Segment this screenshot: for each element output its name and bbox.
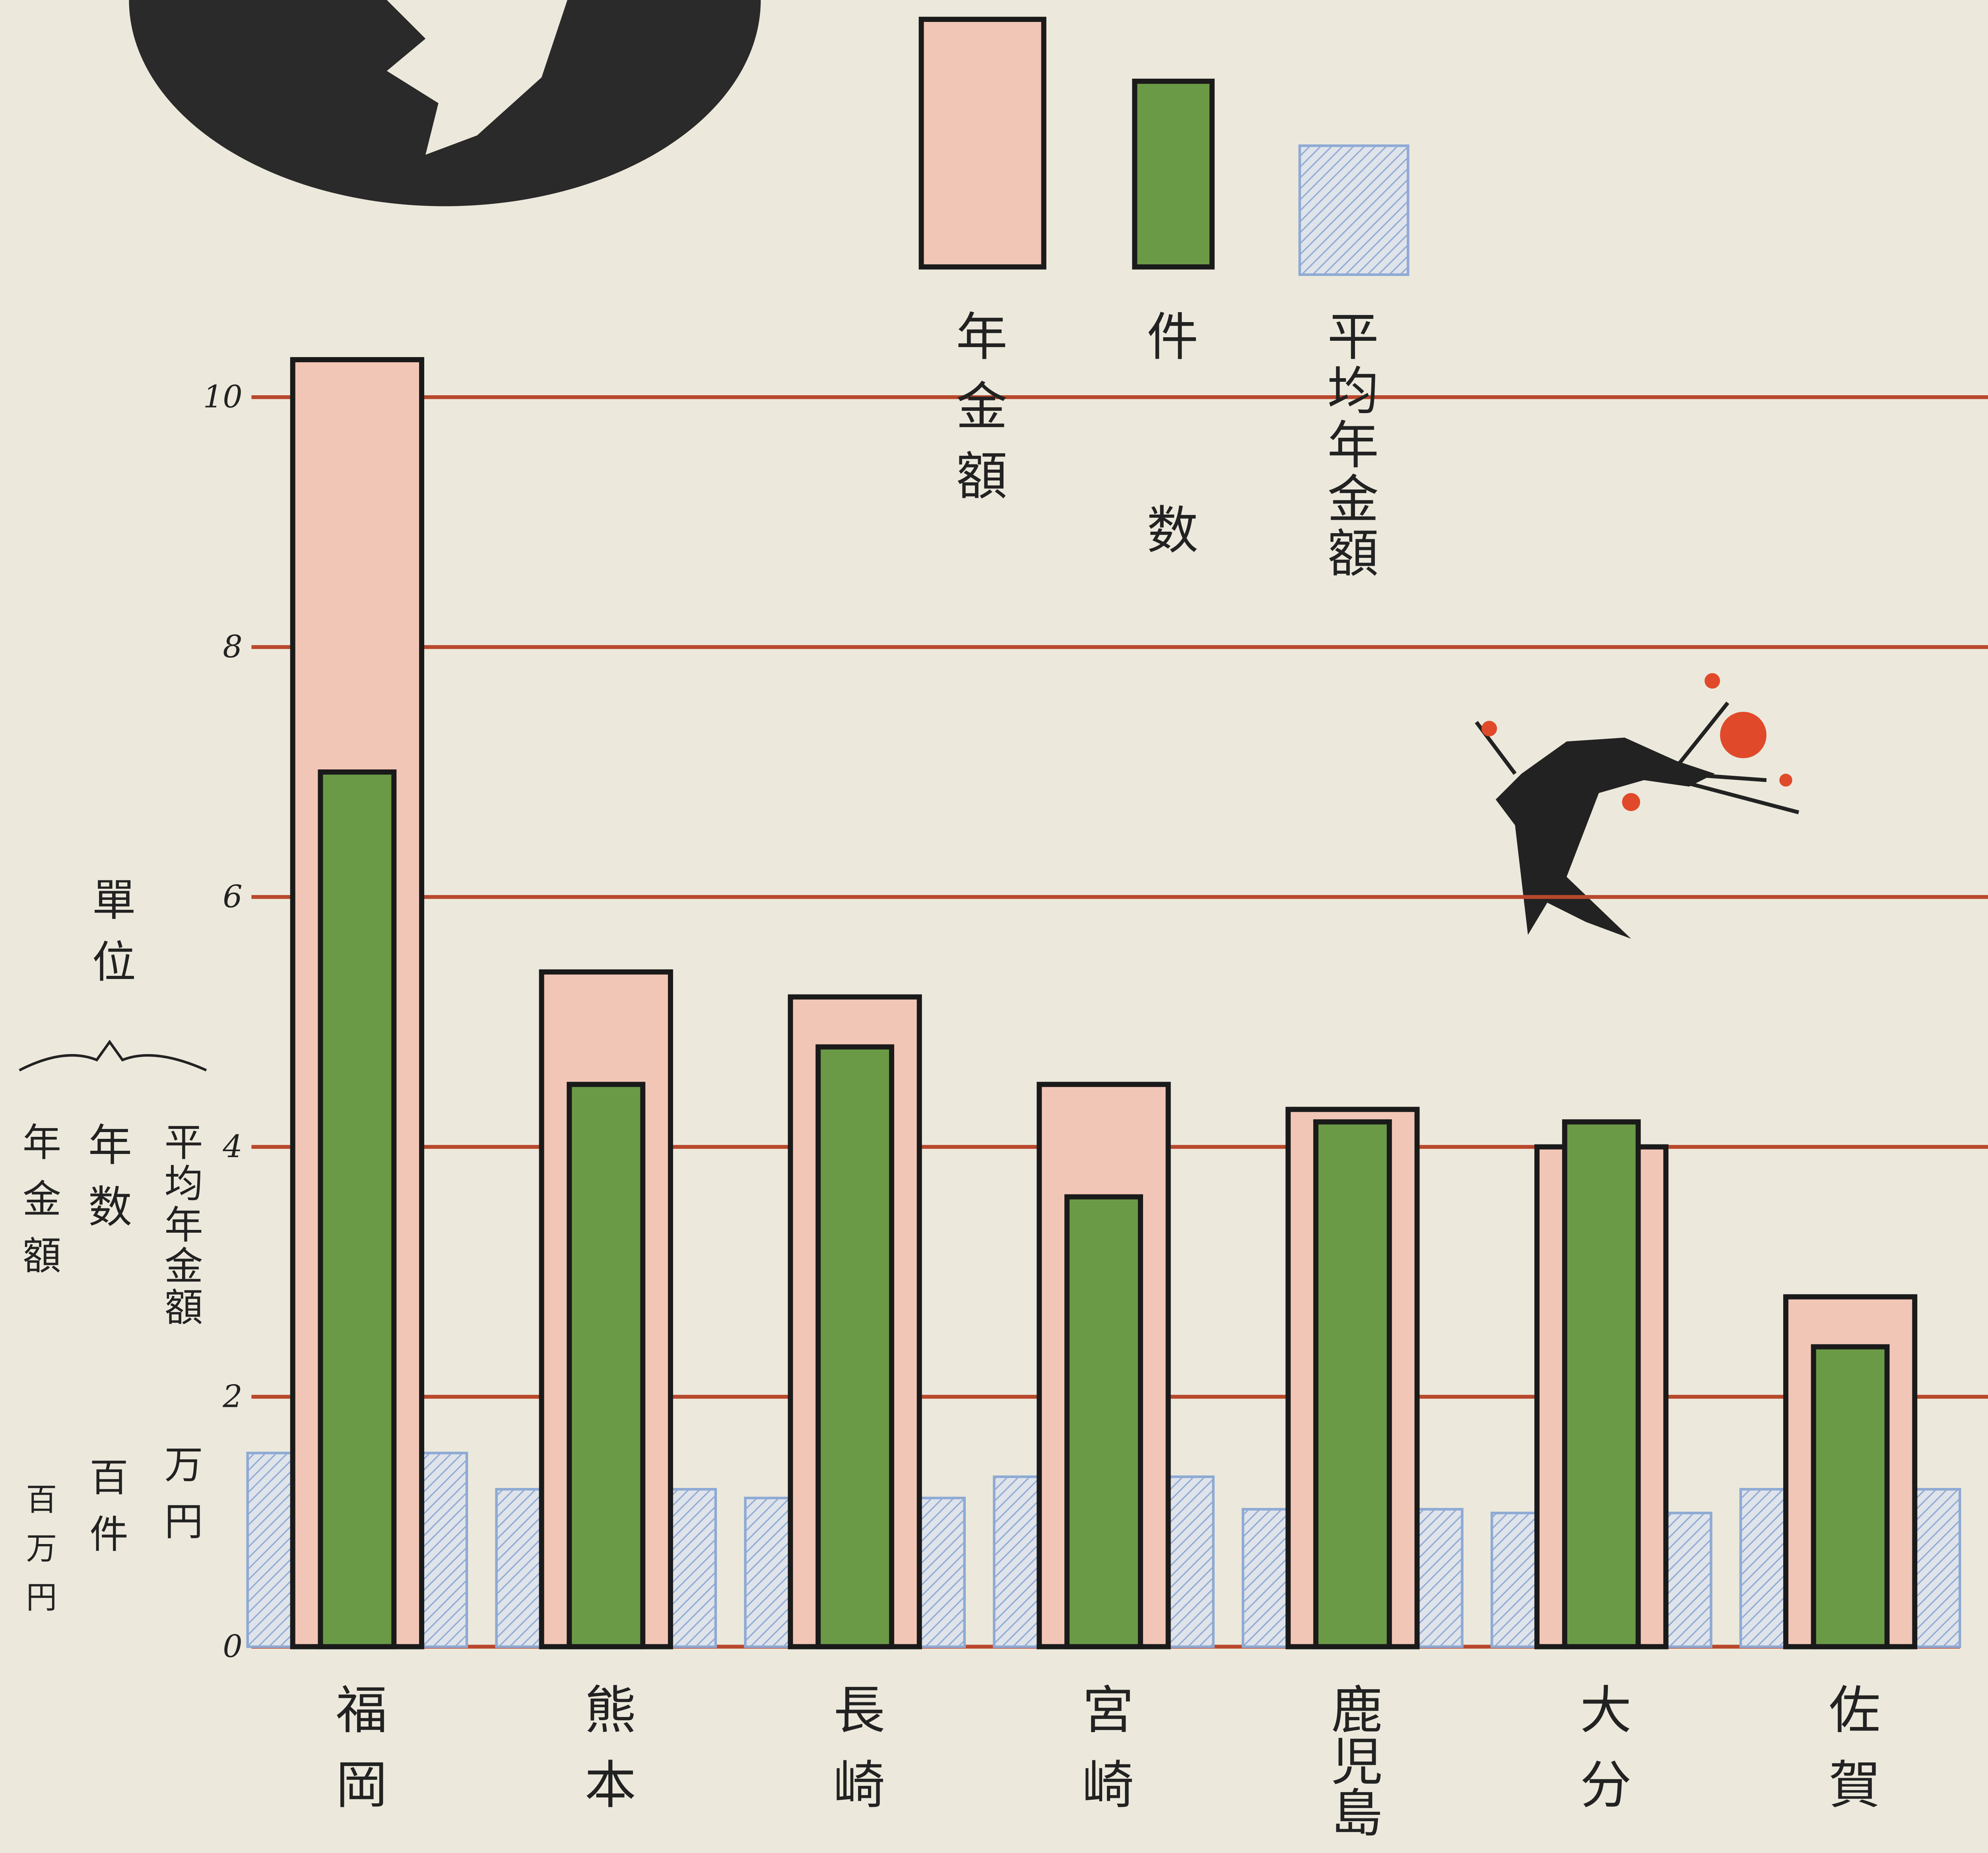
y-tick-label: 6 [223,879,243,915]
unit-label: 單位 [84,877,135,1000]
axis-label-name: 年数 [80,1122,131,1245]
bar [567,1082,646,1649]
legend-label: 件数 [1138,309,1198,696]
x-tick-label: 佐賀 [1820,1683,1880,1832]
y-tick-label: 8 [223,629,243,665]
y-tick-label: 0 [223,1629,243,1665]
x-tick-label: 鹿児島 [1322,1683,1382,1837]
legend-label: 平均年金額 [1319,309,1379,580]
x-tick-label: 熊本 [576,1683,636,1832]
unit-brace [19,1039,207,1072]
bar [1064,1194,1143,1649]
legend-label: 年金額 [947,309,1008,518]
bar [1811,1344,1890,1649]
bar [318,769,397,1649]
axis-label-unit: 万円 [158,1444,203,1558]
labels: 0 2 4 6 8 10 福岡 熊本 長崎 宮崎 鹿児島 大分 佐賀 年金額 件数 平均年金額 [203,17,1880,1837]
legend-swatch [918,17,1046,270]
axis-label-unit: 百件 [83,1457,128,1570]
x-tick-label: 福岡 [327,1683,387,1832]
x-tick-label: 大分 [1571,1683,1631,1832]
globe-decoration [129,0,761,206]
legend-swatch [1298,144,1409,276]
legend-swatch [1132,78,1215,270]
y-tick-label: 2 [222,1379,243,1415]
plum-decoration [1475,673,1800,939]
x-tick-label: 宮崎 [1074,1683,1134,1832]
axis-label-unit: 百万円 [21,1483,56,1630]
bar [1313,1119,1392,1649]
axis-label-name: 平均年金額 [158,1122,203,1328]
y-tick-label: 4 [222,1129,243,1165]
bars [246,357,1961,1649]
axis-label-name: 年金額 [16,1122,61,1292]
x-tick-label: 長崎 [825,1683,885,1832]
bar [815,1044,895,1649]
y-tick-label: 10 [203,379,243,415]
bar [1562,1119,1641,1649]
